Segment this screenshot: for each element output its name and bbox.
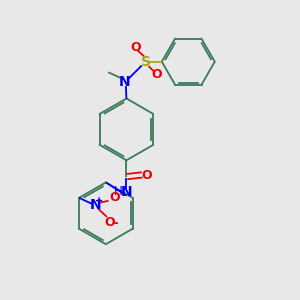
- Text: S: S: [141, 55, 151, 69]
- Text: H: H: [114, 185, 123, 198]
- Text: O: O: [142, 169, 152, 182]
- Text: -: -: [113, 217, 118, 230]
- Text: O: O: [105, 216, 115, 229]
- Text: N: N: [119, 75, 131, 89]
- Text: O: O: [109, 191, 120, 204]
- Text: +: +: [95, 196, 104, 206]
- Text: N: N: [89, 198, 101, 212]
- Text: O: O: [130, 41, 141, 54]
- Text: O: O: [152, 68, 162, 81]
- Text: N: N: [121, 185, 132, 199]
